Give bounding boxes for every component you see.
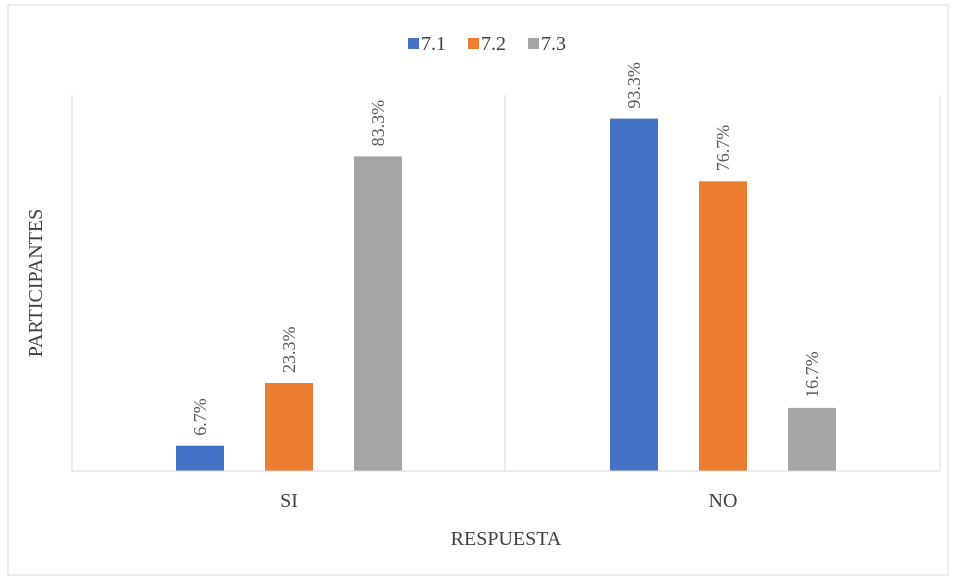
legend-label-7-1: 7.1	[421, 33, 446, 55]
chart-border	[7, 4, 949, 576]
bars-group	[176, 118, 836, 472]
bar-si-7-3	[354, 156, 402, 471]
y-axis-title: PARTICIPANTES	[25, 209, 47, 357]
x-axis-title: RESPUESTA	[451, 528, 562, 550]
bar-no-7-2	[699, 181, 747, 472]
data-label-no-7-2: 76.7%	[713, 125, 733, 172]
legend-swatch-7-2	[468, 38, 479, 49]
data-label-si-7-1: 6.7%	[190, 398, 210, 436]
category-label-no: NO	[709, 490, 738, 512]
data-label-no-7-3: 16.7%	[802, 351, 822, 398]
data-label-si-7-2: 23.3%	[279, 327, 299, 374]
category-label-si: SI	[280, 490, 298, 512]
legend: 7.1 7.2 7.3	[408, 33, 566, 55]
category-labels-group: SI NO	[280, 490, 737, 512]
bar-si-7-2	[265, 383, 313, 471]
legend-swatch-7-3	[528, 38, 539, 49]
data-labels-group: 6.7% 23.3% 83.3% 93.3% 76.7% 16.7%	[190, 62, 822, 436]
legend-label-7-3: 7.3	[541, 33, 566, 55]
bar-si-7-1	[176, 445, 224, 471]
legend-label-7-2: 7.2	[481, 33, 506, 55]
bar-no-7-1	[610, 118, 658, 471]
bar-no-7-3	[788, 407, 836, 471]
data-label-si-7-3: 83.3%	[368, 100, 388, 147]
legend-swatch-7-1	[408, 38, 419, 49]
data-label-no-7-1: 93.3%	[624, 62, 644, 109]
